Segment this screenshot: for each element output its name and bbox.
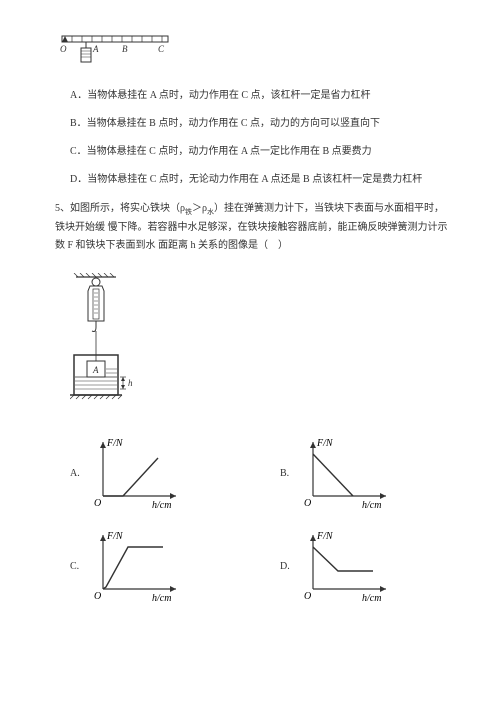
svg-text:O: O — [304, 498, 311, 509]
spring-scale-diagram: A h — [70, 273, 450, 416]
svg-text:F/N: F/N — [316, 531, 334, 542]
svg-text:C: C — [158, 44, 165, 54]
graph-option-c: C. F/N O h/cm — [70, 529, 240, 604]
option-4b: B．当物体悬挂在 B 点时，动力作用在 C 点，动力的方向可以竖直向下 — [70, 116, 450, 132]
lever-diagram: O A B C — [60, 30, 450, 73]
graph-option-d: D. F/N O h/cm — [280, 529, 450, 604]
svg-text:F/N: F/N — [106, 438, 124, 449]
svg-text:A: A — [92, 44, 99, 54]
option-4c: C．当物体悬挂在 C 点时，动力作用在 A 点一定比作用在 B 点要费力 — [70, 144, 450, 160]
svg-text:h/cm: h/cm — [152, 500, 171, 511]
svg-text:O: O — [60, 44, 67, 54]
svg-text:h/cm: h/cm — [362, 500, 381, 511]
option-4d: D．当物体悬挂在 C 点时，无论动力作用在 A 点还是 B 点该杠杆一定是费力杠… — [70, 172, 450, 188]
svg-text:B: B — [122, 44, 128, 54]
svg-text:A: A — [92, 365, 99, 375]
svg-text:O: O — [94, 591, 101, 602]
svg-text:F/N: F/N — [316, 438, 334, 449]
graph-label-c: C. — [70, 561, 82, 572]
graph-label-b: B. — [280, 468, 292, 479]
svg-text:F/N: F/N — [106, 531, 124, 542]
question-5-text: 5、如图所示，将实心铁块（ρ铁＞ρ水）挂在弹簧测力计下，当铁块下表面与水面相平时… — [55, 200, 450, 255]
graph-label-d: D. — [280, 561, 292, 572]
graph-option-b: B. F/N O h/cm — [280, 436, 450, 511]
graph-option-a: A. F/N O h/cm — [70, 436, 240, 511]
svg-text:O: O — [94, 498, 101, 509]
svg-text:h: h — [128, 378, 133, 388]
svg-text:O: O — [304, 591, 311, 602]
graph-options: A. F/N O h/cm B. F/N O — [70, 436, 450, 604]
svg-text:h/cm: h/cm — [152, 593, 171, 604]
graph-label-a: A. — [70, 468, 82, 479]
svg-text:h/cm: h/cm — [362, 593, 381, 604]
option-4a: A．当物体悬挂在 A 点时，动力作用在 C 点，该杠杆一定是省力杠杆 — [70, 88, 450, 104]
